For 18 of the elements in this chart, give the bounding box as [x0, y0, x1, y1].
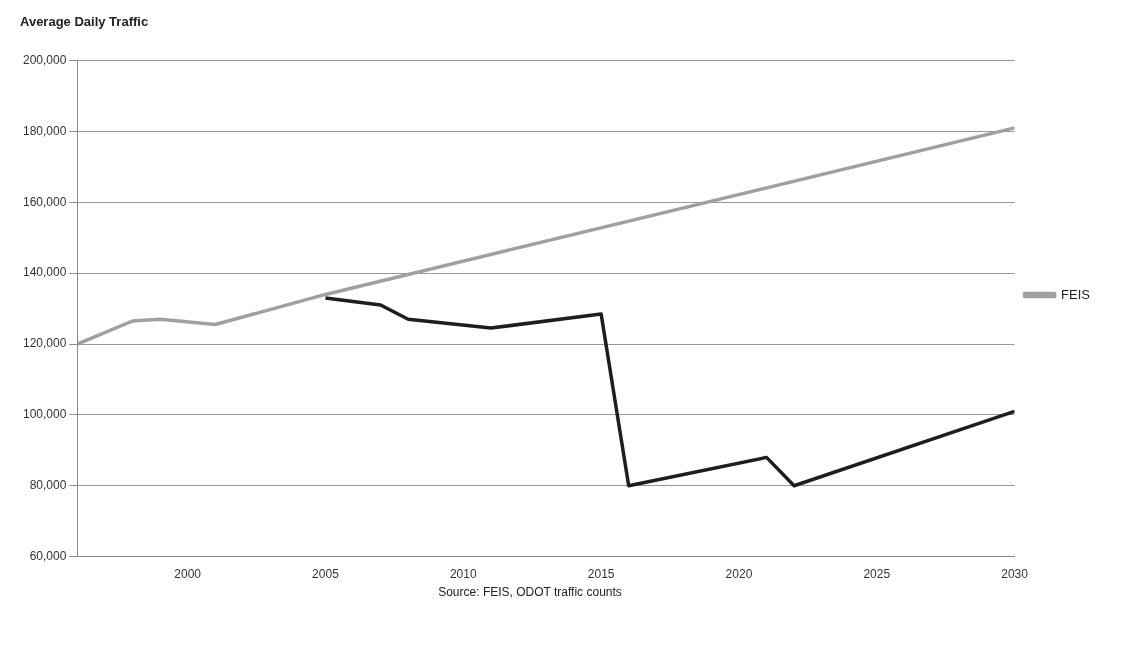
x-tick-label: 2030 [1001, 567, 1029, 582]
y-tick-label: 120,000 [22, 336, 67, 351]
x-tick-label: 2020 [725, 567, 753, 582]
y-tick-label: 60,000 [29, 548, 67, 563]
x-tick-label: 2000 [174, 567, 202, 582]
y-tick-label: 180,000 [22, 123, 67, 138]
y-tick-label: 100,000 [22, 407, 67, 422]
x-tick-label: 2025 [863, 567, 891, 582]
legend-label: FEIS [1061, 286, 1091, 302]
y-tick-label: 200,000 [22, 52, 67, 67]
y-tick-label: 160,000 [22, 194, 67, 209]
x-tick-label: 2010 [449, 567, 477, 582]
x-tick-label: 2015 [587, 567, 615, 582]
chart-title: Average Daily Traffic [20, 14, 149, 30]
source-note: Source: FEIS, ODOT traffic counts [437, 585, 623, 599]
x-tick-label: 2005 [312, 567, 340, 582]
y-tick-label: 80,000 [29, 478, 67, 493]
y-tick-label: 140,000 [22, 265, 67, 280]
